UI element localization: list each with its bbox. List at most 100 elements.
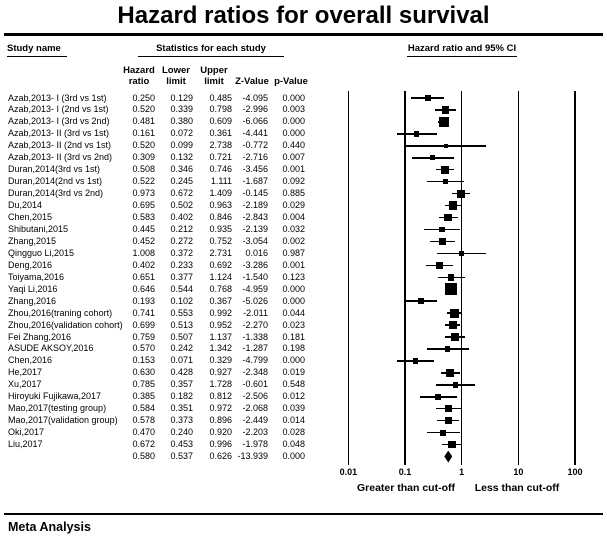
stat-value: 1.137 [209,331,232,342]
column-header-lower-limit: Lower limit [162,65,190,87]
stat-value: 0.161 [132,128,155,139]
stat-value: 1.728 [209,379,232,390]
hr-marker [441,106,450,114]
stat-value: 0.001 [282,259,305,270]
hr-marker [438,116,449,127]
hr-marker [449,308,459,318]
stat-value: 0.003 [282,104,305,115]
study-name-label: Zhou,2016(validation cohort) [8,319,123,330]
stat-value: -6.066 [242,116,268,127]
stat-value: 0.198 [282,343,305,354]
stat-value: 2.731 [209,247,232,258]
stat-value: 0.129 [170,92,193,103]
stat-value: 0.992 [209,307,232,318]
stat-value: 0.935 [209,223,232,234]
hr-marker [430,155,436,161]
hr-marker [445,346,451,352]
stat-value: 0.351 [170,403,193,414]
study-name-label: Zhang,2015 [8,235,57,246]
stat-value: -13.939 [237,451,268,461]
stat-value: 0.626 [209,451,232,461]
stat-value: 0.485 [209,92,232,103]
hr-marker [442,178,449,185]
hr-marker [440,429,447,436]
stat-value: 0.001 [282,164,305,175]
stat-value: -3.054 [242,235,268,246]
stat-value: 0.309 [132,152,155,163]
hazard-ratio-ci-header: Hazard ratio and 95% CI [407,43,517,57]
stat-value: 0.153 [132,355,155,366]
stat-value: 0.520 [132,104,155,115]
stat-value: 0.578 [132,415,155,426]
axis-tick-label: 10 [513,467,524,477]
stat-value: -2.270 [242,319,268,330]
axis-tick-label: 0.01 [339,467,358,477]
stat-value: 1.111 [210,176,232,187]
hr-marker [447,273,455,281]
stat-value: 0.181 [282,331,305,342]
stat-value: 0.092 [282,176,305,187]
axis-caption-left: Greater than cut-off [356,482,455,494]
stat-value: -0.145 [242,188,268,199]
stat-value: 0.102 [170,295,193,306]
stat-value: 0.609 [209,116,232,127]
stat-value: 0.000 [282,355,305,366]
stat-value: -4.095 [242,92,268,103]
study-name-label: Azab,2013- II (2nd vs 1st) [8,140,112,151]
stat-value: 0.896 [209,415,232,426]
stat-value: 1.008 [132,247,155,258]
stat-value: 0.028 [282,427,305,438]
stat-value: 0.240 [170,427,193,438]
axis-tick-label: 0.1 [398,467,412,477]
stat-value: 0.007 [282,152,305,163]
stat-value: 0.357 [170,379,193,390]
stat-value: 0.000 [282,128,305,139]
axis-gridline [460,91,463,465]
stat-value: 0.752 [209,235,232,246]
stat-value: -2.068 [242,403,268,414]
stat-value: 0.339 [170,104,193,115]
stat-value: 0.672 [170,188,193,199]
study-name-label: Zhang,2016 [8,295,57,306]
stat-value: 0.846 [209,212,232,222]
stat-value: 0.000 [282,283,305,294]
stat-value: 0.071 [170,355,193,366]
stat-value: -2.449 [242,415,268,426]
stat-value: -4.799 [242,355,268,366]
stat-value: 0.583 [132,212,155,222]
study-name-label: Duran,2014(3rd vs 2nd) [8,188,104,199]
stat-value: 1.409 [209,188,232,199]
study-name-label: Yaqi Li,2016 [8,283,58,294]
stat-value: 0.016 [245,247,268,258]
stat-value: 0.987 [282,247,305,258]
stat-value: 0.132 [170,152,193,163]
footer-label: Meta Analysis [8,520,91,534]
hr-marker [446,368,455,377]
stat-value: 0.029 [282,200,305,211]
axis-tick-label: 100 [567,467,583,477]
stat-value: 0.385 [132,391,155,402]
stat-value: 0.039 [282,403,305,414]
stat-value: 0.000 [282,92,305,103]
stat-value: 0.584 [132,403,155,414]
study-name-label: Azab,2013- II (3rd vs 2nd) [8,152,113,163]
stat-value: -3.286 [242,259,268,270]
stat-value: 0.973 [132,188,155,199]
stat-value: 0.695 [132,200,155,211]
stat-value: 0.182 [170,391,193,402]
stat-value: -1.287 [242,343,268,354]
stat-value: 0.367 [209,295,232,306]
stat-value: 0.952 [209,319,232,330]
hr-marker [436,262,443,269]
study-name-label: Fei Zhang,2016 [8,331,72,342]
hr-marker [438,238,446,245]
stat-value: 0.885 [282,188,305,199]
axis-gridline [404,91,406,465]
hr-marker [424,95,431,101]
stat-value: 0.570 [132,343,155,354]
study-name-label: Deng,2016 [8,259,53,270]
stat-value: 0.699 [132,319,155,330]
stat-value: 0.522 [132,176,155,187]
stat-value: 0.402 [132,259,155,270]
